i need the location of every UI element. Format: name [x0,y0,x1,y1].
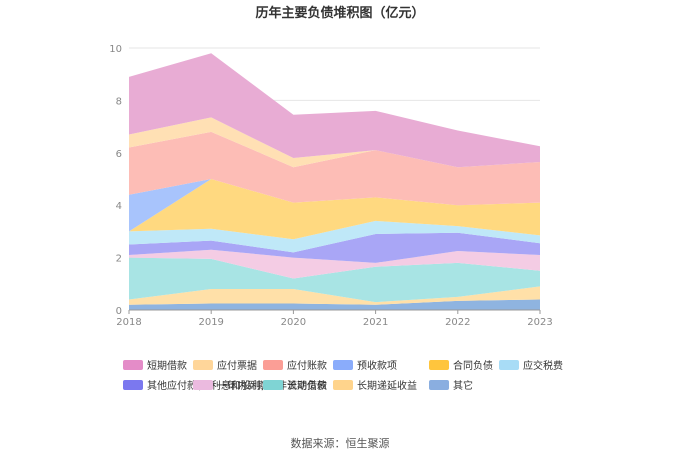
legend-label: 应付账款 [287,359,327,372]
legend-swatch [123,380,143,390]
legend-swatch [429,360,449,370]
legend-label: 应交税费 [523,359,563,372]
x-axis: 2018 2019 2020 2021 2022 2023 [116,309,553,328]
x-tick-label: 2021 [363,317,388,328]
y-tick-label: 8 [116,96,122,107]
legend-item: 短期借款 [123,359,187,372]
legend-label: 应付票据 [217,359,257,372]
area-series-1 [129,286,540,305]
legend-swatch [429,380,449,390]
legend-swatch [123,360,143,370]
area-series-6 [129,179,540,240]
x-tick-label: 2020 [281,317,306,328]
y-tick-label: 10 [109,44,122,55]
y-tick-label: 0 [116,306,122,317]
legend-swatch [263,380,283,390]
legend-item: 长期递延收益 [333,379,417,392]
legend-item: 预收款项 [333,359,397,372]
legend-label: 长期借款 [287,379,327,392]
area-series-2 [129,257,540,303]
legend-label: 短期借款 [147,359,187,372]
legend-label: 长期递延收益 [357,379,417,392]
legend-swatch [193,380,213,390]
area-layers [129,53,540,310]
legend-label: 其它 [453,379,473,392]
area-series-8 [129,131,540,206]
area-series-3 [129,249,540,279]
legend-label: 预收款项 [357,359,397,372]
x-tick-label: 2018 [116,317,141,328]
legend-item: 长期借款 [263,379,327,392]
legend-swatch [333,380,353,390]
x-tick-label: 2023 [527,317,552,328]
legend-swatch [333,360,353,370]
legend-item: 合同负债 [429,359,493,372]
legend-swatch [499,360,519,370]
legend-item: 应付票据 [193,359,257,372]
y-tick-label: 6 [116,149,122,160]
legend-item: 应交税费 [499,359,563,372]
area-series-0 [129,299,540,310]
legend-label: 合同负债 [453,359,493,372]
y-axis: 0 2 4 6 8 10 [109,44,122,317]
area-series-10 [129,53,540,168]
legend-swatch [263,360,283,370]
legend-item: 应付账款 [263,359,327,372]
area-series-9 [129,117,540,168]
y-tick-label: 2 [116,254,122,265]
chart-title: 历年主要负债堆积图（亿元） [255,5,424,21]
legend-swatch [193,360,213,370]
legend: 短期借款应付票据应付账款预收款项合同负债应交税费其他应付款(含利息和股利)一年内… [123,359,563,392]
x-tick-label: 2022 [445,317,470,328]
y-tick-label: 4 [116,201,122,212]
legend-item: 其它 [429,379,473,392]
area-series-5 [129,220,540,253]
data-source: 数据来源：恒生聚源 [291,436,390,450]
x-tick-label: 2019 [198,317,223,328]
area-series-4 [129,232,540,263]
